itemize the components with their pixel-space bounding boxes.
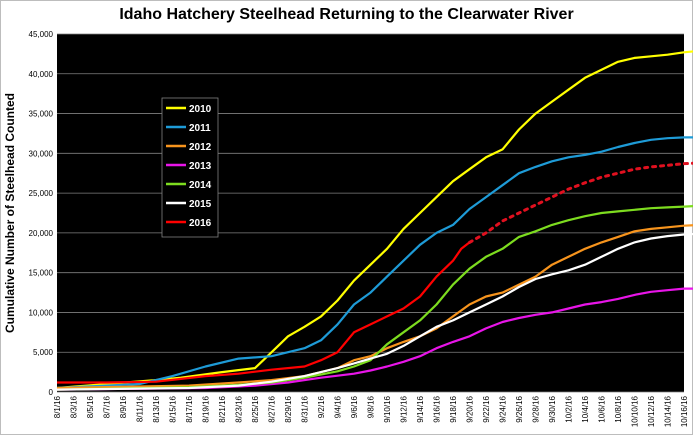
legend-label: 2011 xyxy=(189,123,211,134)
series-line-2016 xyxy=(57,241,471,384)
chart-title: Idaho Hatchery Steelhead Returning to th… xyxy=(119,6,574,23)
x-axis-ticks: 8/1/16 8/3/16 8/5/16 8/7/16 8/9/16 8/11/16 8/1… xyxy=(53,395,689,427)
gridlines xyxy=(57,33,684,393)
series-line-2010 xyxy=(56,50,693,390)
y-tick-label: 5,000 xyxy=(33,348,54,357)
series-line-2013 xyxy=(56,287,693,391)
x-tick-label: 10/4/16 xyxy=(581,395,590,422)
x-tick-label: 10/10/16 xyxy=(631,395,640,427)
x-tick-label: 8/7/16 xyxy=(103,395,112,418)
y-tick-label: 30,000 xyxy=(29,149,54,158)
series-line-projection xyxy=(468,161,693,244)
x-tick-label: 8/29/16 xyxy=(284,395,293,422)
x-tick-label: 9/24/16 xyxy=(499,395,508,422)
x-tick-label: 8/9/16 xyxy=(119,395,128,418)
y-tick-label: 35,000 xyxy=(29,110,54,119)
x-tick-label: 10/16/16 xyxy=(680,395,689,427)
x-tick-label: 9/10/16 xyxy=(383,395,392,422)
legend: 2010 2011 2012 2013 2014 2015 2016 xyxy=(161,97,219,238)
legend-label: 2010 xyxy=(189,104,212,115)
x-tick-label: 10/14/16 xyxy=(664,395,673,427)
x-tick-label: 9/6/16 xyxy=(350,395,359,418)
x-tick-label: 8/13/16 xyxy=(152,395,161,422)
x-tick-label: 10/2/16 xyxy=(565,395,574,422)
x-tick-label: 10/8/16 xyxy=(614,395,623,422)
x-tick-label: 9/20/16 xyxy=(466,395,475,422)
x-tick-label: 8/19/16 xyxy=(202,395,211,422)
x-tick-label: 9/12/16 xyxy=(400,395,409,422)
x-tick-label: 9/8/16 xyxy=(367,395,376,418)
legend-box xyxy=(161,97,219,238)
legend-label: 2013 xyxy=(189,161,212,172)
y-tick-label: 0 xyxy=(49,388,54,397)
legend-label: 2012 xyxy=(189,142,212,153)
y-axis-ticks: 0 5,000 10,000 15,000 20,000 25,000 30,000 35,0… xyxy=(29,30,54,397)
x-tick-label: 9/26/16 xyxy=(515,395,524,422)
x-tick-label: 9/16/16 xyxy=(433,395,442,422)
x-tick-label: 9/28/16 xyxy=(532,395,541,422)
legend-label: 2016 xyxy=(189,218,212,229)
x-tick-label: 8/15/16 xyxy=(169,395,178,422)
x-tick-label: 8/25/16 xyxy=(251,395,260,422)
x-tick-label: 8/3/16 xyxy=(70,395,79,418)
series-lines xyxy=(56,50,693,391)
x-tick-label: 8/23/16 xyxy=(235,395,244,422)
x-tick-label: 8/11/16 xyxy=(136,395,145,422)
x-tick-label: 8/5/16 xyxy=(86,395,95,418)
y-axis-label: Cumulative Number of Steelhead Counted xyxy=(3,93,17,333)
x-tick-label: 8/27/16 xyxy=(268,395,277,422)
y-tick-label: 10,000 xyxy=(29,308,54,317)
x-tick-label: 9/14/16 xyxy=(416,395,425,422)
x-tick-label: 10/12/16 xyxy=(647,395,656,427)
x-tick-label: 8/31/16 xyxy=(301,395,310,422)
x-tick-label: 8/1/16 xyxy=(53,395,62,418)
plot-area xyxy=(57,34,684,392)
legend-label: 2015 xyxy=(189,199,212,210)
x-tick-label: 8/17/16 xyxy=(185,395,194,422)
legend-label: 2014 xyxy=(189,180,212,191)
y-tick-label: 15,000 xyxy=(29,269,54,278)
series-line-2011 xyxy=(56,136,693,390)
y-tick-label: 25,000 xyxy=(29,189,54,198)
y-tick-label: 45,000 xyxy=(29,30,54,39)
x-tick-label: 9/18/16 xyxy=(449,395,458,422)
y-tick-label: 40,000 xyxy=(29,70,54,79)
series-line-2014 xyxy=(56,205,693,391)
x-tick-label: 9/22/16 xyxy=(482,395,491,422)
x-tick-label: 9/4/16 xyxy=(334,395,343,418)
series-line-2015 xyxy=(56,232,693,391)
x-tick-label: 9/30/16 xyxy=(548,395,557,422)
x-tick-label: 8/21/16 xyxy=(218,395,227,422)
y-tick-label: 20,000 xyxy=(29,229,54,238)
x-tick-label: 10/6/16 xyxy=(598,395,607,422)
x-tick-label: 9/2/16 xyxy=(317,395,326,418)
